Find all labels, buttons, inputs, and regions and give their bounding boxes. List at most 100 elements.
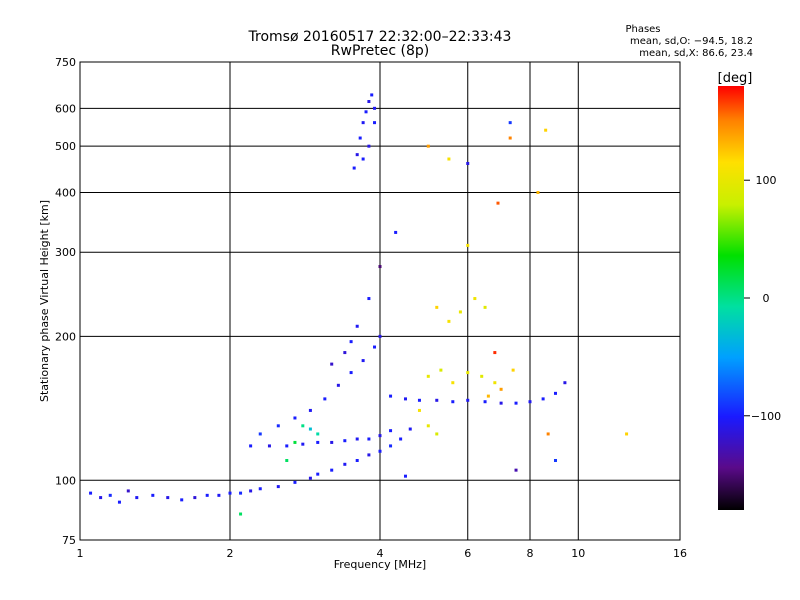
data-point (355, 153, 359, 157)
data-point (466, 371, 470, 375)
y-tick-label: 75 (62, 534, 76, 547)
data-point (276, 424, 280, 428)
data-point (389, 394, 393, 398)
data-point (117, 500, 121, 504)
x-tick-label: 16 (673, 547, 687, 560)
data-point (389, 429, 393, 433)
data-point (330, 468, 334, 472)
data-point (308, 427, 312, 431)
data-point (389, 444, 393, 448)
data-point (249, 444, 253, 448)
data-point (514, 401, 518, 405)
colorbar-tick-label: 100 (756, 174, 777, 187)
y-tick-label: 200 (55, 330, 76, 343)
data-point (447, 157, 451, 161)
data-point (544, 128, 548, 132)
data-point (293, 480, 297, 484)
colorbar-label: [deg] (718, 71, 753, 86)
data-point (293, 416, 297, 420)
data-point (126, 489, 130, 493)
data-point (447, 319, 451, 323)
data-point (373, 121, 377, 125)
data-point (355, 324, 359, 328)
data-point (258, 487, 262, 491)
data-points (89, 93, 629, 516)
data-point (308, 408, 312, 412)
data-point (435, 305, 439, 309)
x-tick-label: 6 (464, 547, 471, 560)
data-point (361, 359, 365, 363)
data-point (285, 458, 289, 462)
data-point (553, 391, 557, 395)
data-point (349, 340, 353, 344)
colorbar (718, 86, 744, 510)
data-point (316, 440, 320, 444)
data-point (239, 491, 243, 495)
colorbar-tick-label: 0 (763, 292, 770, 305)
data-point (499, 387, 503, 391)
data-point (361, 121, 365, 125)
data-point (378, 449, 382, 453)
data-point (343, 351, 347, 355)
data-point (308, 476, 312, 480)
data-point (511, 368, 515, 372)
data-point (316, 472, 320, 476)
data-point (546, 432, 550, 436)
y-tick-label: 300 (55, 246, 76, 259)
data-point (249, 489, 253, 493)
data-point (370, 93, 374, 97)
data-point (293, 440, 297, 444)
data-point (403, 397, 407, 401)
data-point (435, 398, 439, 402)
data-point (378, 434, 382, 438)
data-point (367, 453, 371, 457)
data-point (466, 398, 470, 402)
colorbar-ticks: 100 0 −100 (744, 174, 781, 423)
y-tick-label: 500 (55, 140, 76, 153)
data-point (358, 136, 362, 140)
phases-label: Phases (625, 24, 660, 35)
x-axis-label: Frequency [MHz] (334, 558, 426, 571)
data-point (343, 462, 347, 466)
y-tick-label: 750 (55, 56, 76, 69)
data-point (435, 432, 439, 436)
data-point (323, 397, 327, 401)
data-point (276, 485, 280, 489)
data-point (343, 439, 347, 443)
data-point (394, 230, 398, 234)
data-point (205, 493, 209, 497)
chart-subtitle: RwPretec (8p) (331, 43, 429, 59)
data-point (483, 305, 487, 309)
data-point (378, 334, 382, 338)
data-point (451, 381, 455, 385)
data-point (135, 496, 139, 500)
x-tick-label: 8 (527, 547, 534, 560)
data-point (355, 458, 359, 462)
data-point (426, 144, 430, 148)
data-point (417, 408, 421, 412)
data-point (458, 310, 462, 314)
data-point (239, 512, 243, 516)
data-point (301, 424, 305, 428)
data-point (403, 474, 407, 478)
data-point (99, 496, 103, 500)
data-point (480, 374, 484, 378)
x-axis: 1 2 4 6 8 10 16 (77, 547, 688, 560)
data-point (367, 100, 371, 104)
phase-x-stats: mean, sd,X: 86.6, 23.4 (639, 48, 753, 59)
data-point (528, 400, 532, 404)
y-tick-label: 400 (55, 186, 76, 199)
data-point (399, 437, 403, 441)
data-point (451, 400, 455, 404)
data-point (330, 362, 334, 366)
data-point (536, 190, 540, 194)
data-point (493, 381, 497, 385)
data-point (349, 371, 353, 375)
x-tick-label: 4 (377, 547, 384, 560)
phase-o-stats: mean, sd,O: −94.5, 18.2 (630, 36, 753, 47)
data-point (373, 345, 377, 349)
data-point (373, 106, 377, 110)
data-point (355, 437, 359, 441)
data-point (258, 432, 262, 436)
